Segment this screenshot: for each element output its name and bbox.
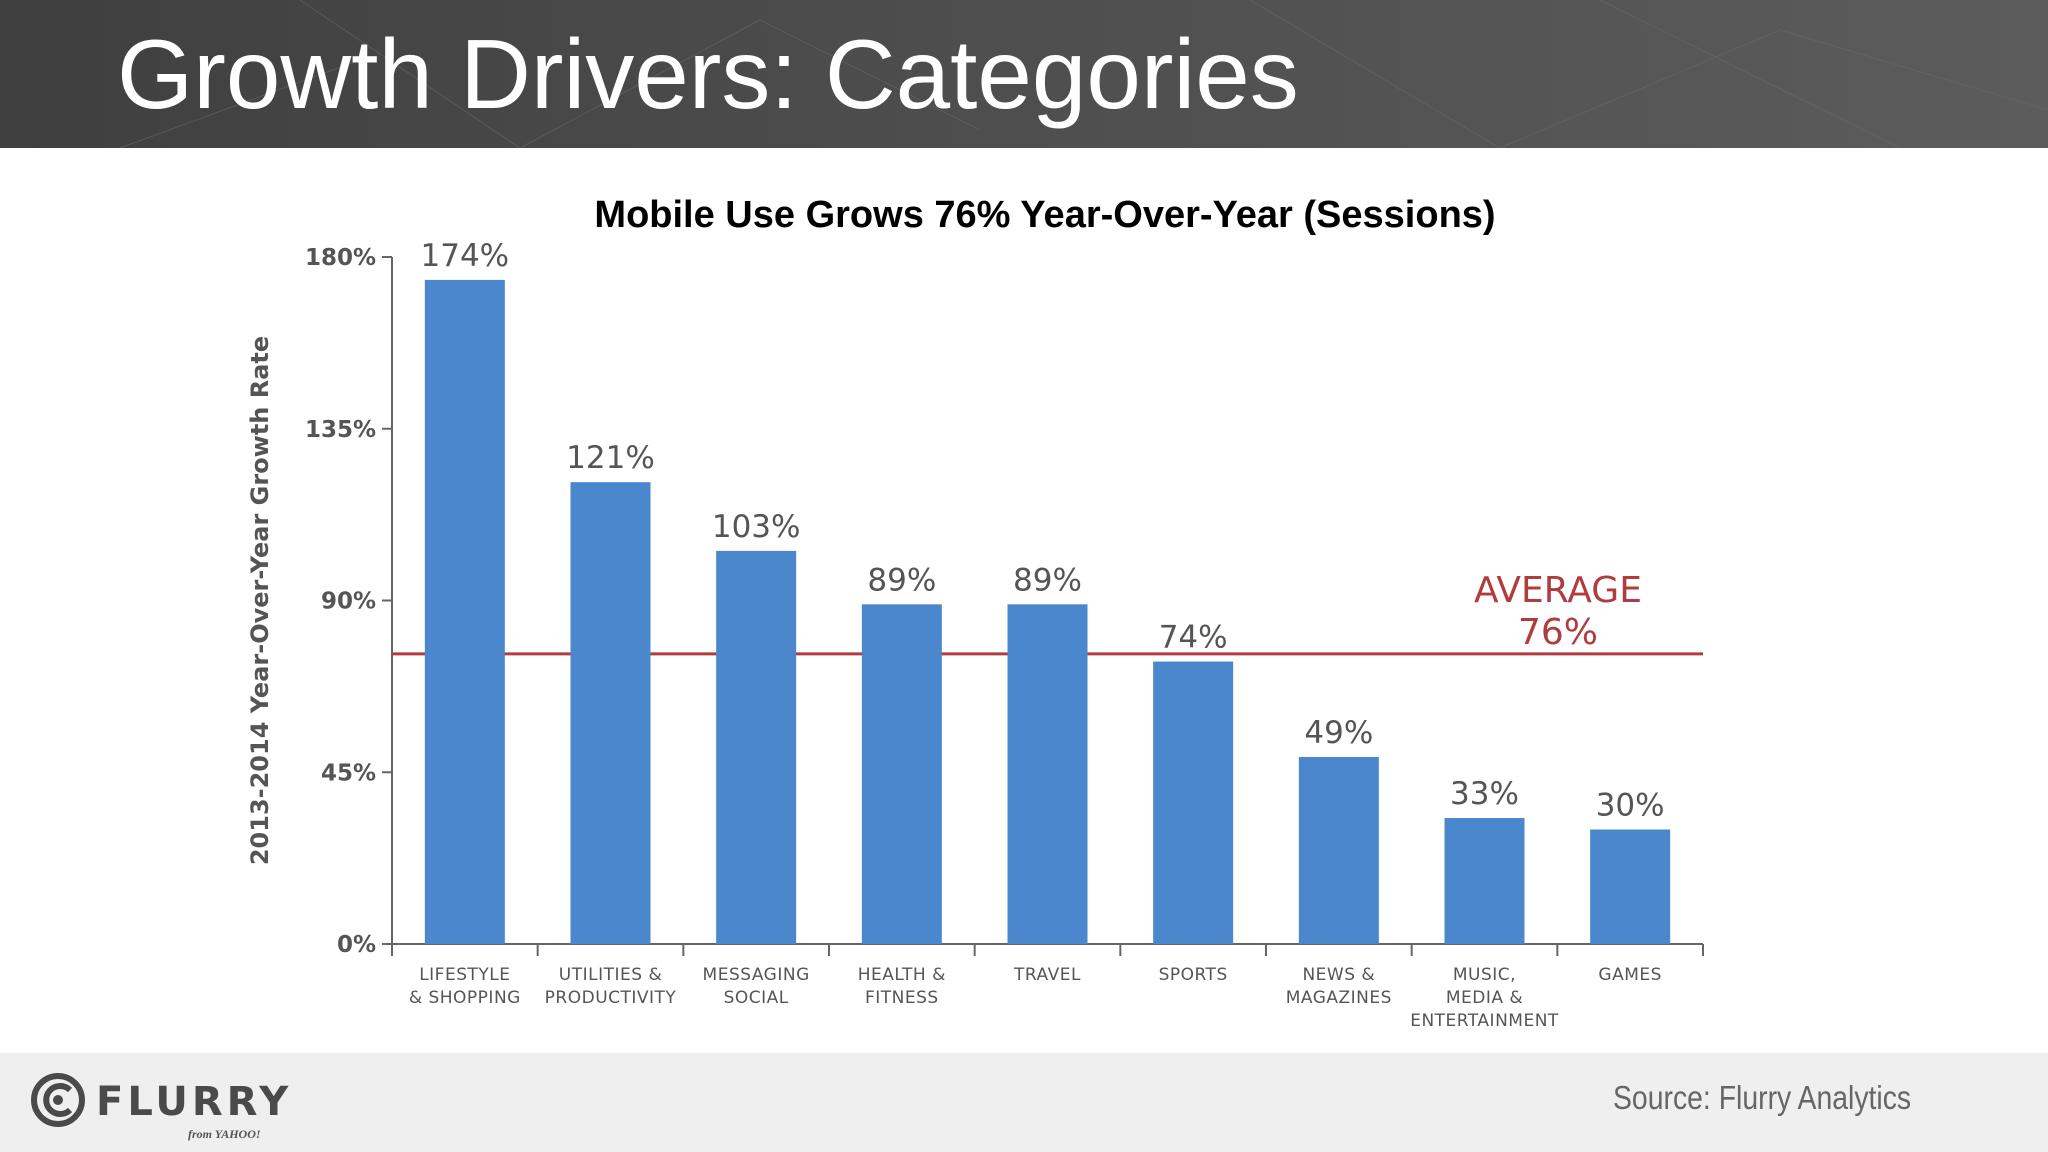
x-category-label: NEWS & [1302,965,1375,985]
bar-value-label: 121% [566,440,655,476]
slide-title: Growth Drivers: Categories [117,19,1299,129]
bar-value-label: 89% [1013,562,1082,598]
bar-value-label: 74% [1159,620,1228,656]
y-tick-label: 0% [337,932,376,958]
chart-labels: 0% 45% 90% 135% 180% 2013-2014 Year-Over-Year… [246,238,1665,1031]
bar [424,279,505,944]
bar-value-label: 103% [712,509,801,545]
bar [1298,756,1379,944]
chart-title: Mobile Use Grows 76% Year-Over-Year (Ses… [594,194,1496,236]
x-category-label: & SHOPPING [409,988,521,1008]
x-category-label: MUSIC, [1453,965,1516,985]
x-category-label: LIFESTYLE [419,965,510,985]
x-category-label: ENTERTAINMENT [1410,1011,1559,1031]
bar-value-label: 30% [1596,788,1665,824]
y-tick-label: 180% [305,245,376,271]
network-pattern-background [119,0,2048,148]
bar [1007,604,1088,944]
bar [1444,818,1525,944]
average-label: AVERAGE [1474,570,1642,611]
x-category-label: TRAVEL [1013,965,1081,985]
average-label: 76% [1518,612,1598,653]
bar [861,604,942,944]
y-axis-title: 2013-2014 Year-Over-Year Growth Rate [246,336,274,865]
x-category-label: MEDIA & [1446,988,1523,1008]
y-tick-label: 90% [321,589,376,615]
bar-value-label: 33% [1450,776,1519,812]
x-category-label: HEALTH & [858,965,946,985]
x-category-label: GAMES [1598,965,1662,985]
bar-chart: 0% 45% 90% 135% 180% 2013-2014 Year-Over-Year… [246,238,1704,1031]
x-category-label: FITNESS [865,988,939,1008]
bar-value-label: 89% [867,562,936,598]
x-category-label: SOCIAL [724,988,789,1008]
x-category-label: PRODUCTIVITY [545,988,677,1008]
y-tick-label: 45% [321,760,376,786]
bar [570,482,651,944]
x-category-label: SPORTS [1159,965,1228,985]
bar [716,550,797,944]
x-category-label: MAGAZINES [1286,988,1392,1008]
y-tick-label: 135% [305,417,376,443]
slide-footer: FLURRY from YAHOO! Source: Flurry Analyt… [0,1053,2048,1152]
flurry-logo-text: FLURRY [96,1079,293,1125]
x-category-label: UTILITIES & [559,965,662,985]
bar [1590,829,1671,944]
source-note: Source: Flurry Analytics [1613,1079,1912,1116]
x-category-label: MESSAGING [703,965,810,985]
bar-value-label: 49% [1304,715,1373,751]
chart-bars [424,279,1671,944]
bar-value-label: 174% [421,238,510,274]
yahoo-logo-subtext: from YAHOO! [188,1127,261,1141]
flurry-logo-icon [31,1073,85,1127]
slide-header: Growth Drivers: Categories [0,0,2048,148]
bar [1153,661,1234,944]
